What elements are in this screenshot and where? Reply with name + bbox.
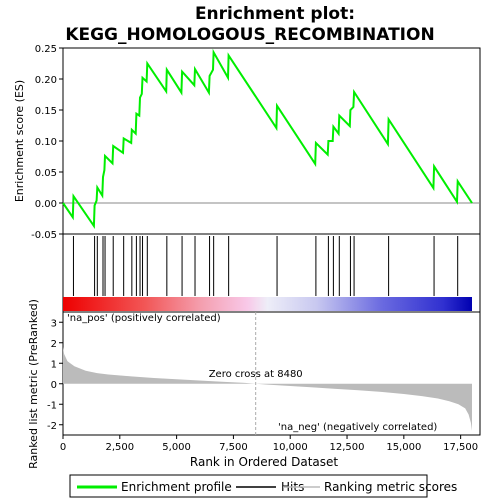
es-y-tick-label: 0.20 (35, 75, 57, 86)
x-tick-label: 2,500 (105, 442, 134, 453)
ranking-metric-area (63, 346, 472, 431)
hits-panel (62, 233, 481, 313)
metric-y-tick-label: -1 (47, 400, 57, 411)
metric-panel: -2 -1 0 1 2 3 'na_pos' (positively correlated… (47, 311, 481, 436)
metric-y-axis-label: Ranked list metric (PreRanked) (27, 299, 40, 469)
legend-label-ranking: Ranking metric scores (324, 480, 457, 494)
title-line-2: KEGG_HOMOLOGOUS_RECOMBINATION (65, 25, 434, 45)
x-tick-label: 0 (60, 442, 66, 453)
es-y-tick-label: 0.10 (35, 137, 57, 148)
legend: Enrichment profile Hits Ranking metric s… (69, 474, 457, 498)
x-tick-label: 15,000 (386, 442, 421, 453)
es-panel-frame (62, 47, 481, 235)
neg-correlated-label: 'na_neg' (negatively correlated) (278, 422, 437, 433)
metric-panel-frame (62, 311, 481, 436)
x-axis-label: Rank in Ordered Dataset (190, 455, 338, 469)
metric-y-tick-label: 1 (51, 359, 57, 370)
es-y-tick-label: 0.05 (35, 168, 57, 179)
x-tick-label: 7,500 (219, 442, 248, 453)
enrichment-profile-line (62, 48, 473, 229)
ranking-color-bar (63, 297, 472, 311)
legend-label-enrichment: Enrichment profile (121, 480, 232, 494)
metric-y-tick-label: -2 (47, 421, 57, 432)
title-line-1: Enrichment plot: (195, 4, 355, 24)
x-tick-label: 10,000 (273, 442, 308, 453)
es-y-axis-label: Enrichment score (ES) (13, 80, 26, 202)
x-tick-label: 17,500 (443, 442, 478, 453)
x-tick-label: 12,500 (330, 442, 365, 453)
es-y-tick-label: -0.05 (31, 230, 57, 241)
zero-cross-label: Zero cross at 8480 (209, 369, 303, 380)
metric-y-tick-label: 2 (51, 339, 57, 350)
pos-correlated-label: 'na_pos' (positively correlated) (67, 313, 221, 324)
es-panel: -0.05 0.00 0.05 0.10 0.15 0.20 0.25 (31, 44, 481, 241)
x-tick-label: 5,000 (162, 442, 191, 453)
metric-y-tick-label: 3 (51, 318, 57, 329)
metric-y-tick-label: 0 (51, 380, 57, 391)
es-y-tick-label: 0.15 (35, 106, 57, 117)
es-y-tick-label: 0.00 (35, 199, 57, 210)
legend-box (69, 474, 428, 498)
es-y-tick-label: 0.25 (35, 44, 57, 55)
